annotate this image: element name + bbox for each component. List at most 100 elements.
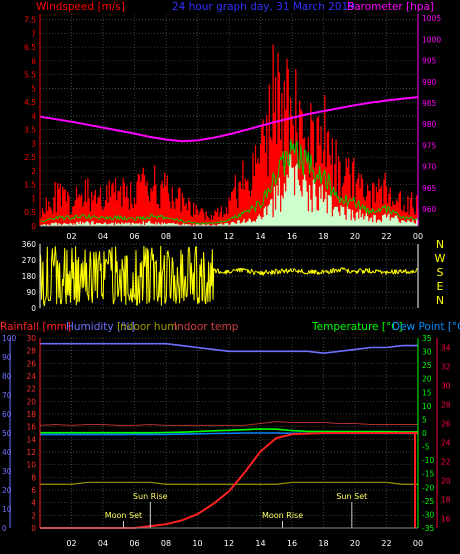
rain-tick-label: 10	[26, 461, 36, 470]
wind-tick-label: 2.5	[24, 153, 36, 162]
wind-tick-label: 1.5	[24, 181, 36, 190]
hour-tick-label: 22	[381, 232, 391, 241]
indoor-temp-tick-label: 16	[441, 515, 451, 524]
indoor-temp-tick-label: 32	[441, 363, 451, 372]
hour-tick-label: 16	[287, 232, 297, 241]
rain-tick-label: 14	[26, 435, 36, 444]
compass-label: E	[437, 280, 444, 293]
temperature-series	[40, 428, 418, 434]
temperature-tick-label: 35	[422, 334, 432, 343]
indoor-temp-tick-label: 26	[441, 420, 451, 429]
temperature-tick-label: 10	[422, 402, 432, 411]
wind-tick-label: 4.5	[24, 98, 36, 107]
hour-tick-label: 08	[161, 232, 171, 241]
series-layer	[39, 44, 419, 226]
hour-tick-label: 12	[224, 232, 234, 241]
hour-tick-label: 10	[192, 539, 202, 548]
rain-tick-label: 16	[26, 423, 36, 432]
hour-tick-label: 08	[161, 539, 171, 548]
indoor-temp-tick-label: 22	[441, 458, 451, 467]
temperature-tick-label: 30	[422, 348, 432, 357]
hour-tick-label: 16	[287, 539, 297, 548]
barometer-tick-label: 1005	[422, 14, 441, 23]
hour-tick-label: 04	[98, 539, 108, 548]
temperature-tick-label: 15	[422, 388, 432, 397]
temperature-tick-label: 20	[422, 375, 432, 384]
direction-tick-label: 0	[31, 304, 36, 313]
hour-tick-label: 20	[350, 539, 360, 548]
humidity-tick-label: 30	[2, 467, 12, 476]
event-label: Moon Rise	[262, 511, 303, 520]
barometer-tick-label: 1000	[422, 35, 441, 44]
grid	[40, 243, 419, 309]
direction-tick-label: 180	[22, 272, 37, 281]
indoor-temp-tick-label: 24	[441, 439, 451, 448]
rain-tick-label: 12	[26, 448, 36, 457]
compass-label: N	[436, 294, 444, 307]
wind-tick-label: 7.5	[24, 16, 36, 25]
humidity-axis-label: Humidity [%]	[66, 321, 135, 333]
wind-tick-label: 3	[31, 139, 36, 148]
temperature-tick-label: 25	[422, 361, 432, 370]
rain-tick-label: 28	[26, 347, 36, 356]
event-label: Sun Rise	[133, 492, 168, 501]
indoor-temp-tick-label: 28	[441, 401, 451, 410]
humidity-tick-label: 40	[2, 448, 12, 457]
rain-tick-label: 30	[26, 334, 36, 343]
barometer-tick-label: 965	[422, 184, 437, 193]
compass-label: N	[436, 238, 444, 251]
temperature-tick-label: -30	[422, 510, 434, 519]
barometer-axis-label: Barometer [hpa]	[347, 1, 434, 13]
direction-tick-label: 90	[26, 288, 36, 297]
humidity-tick-label: 70	[2, 391, 12, 400]
dew-point-axis-label: Dew Point [°C]	[392, 321, 460, 333]
direction-tick-label: 360	[22, 240, 37, 249]
hour-tick-label: 00	[413, 539, 423, 548]
indoor-temp-tick-label: 34	[441, 344, 451, 353]
humidity-tick-label: 90	[2, 353, 12, 362]
barometer-series	[39, 96, 419, 143]
indoor-temp-tick-label: 20	[441, 477, 451, 486]
wind-tick-label: 5.5	[24, 71, 36, 80]
chart-title: 24 hour graph day, 31 March 2019	[172, 1, 355, 13]
rain-tick-label: 2	[31, 511, 36, 520]
rain-tick-label: 6	[31, 486, 36, 495]
temperature-tick-label: -35	[422, 524, 434, 533]
hour-tick-label: 22	[381, 539, 391, 548]
wind-tick-label: 3.5	[24, 126, 36, 135]
indoor-temp-label: Indoor temp	[174, 321, 239, 333]
wind-average-series	[39, 138, 419, 225]
compass-label: W	[435, 252, 446, 265]
rainfall-axis-label: Rainfall [mm]	[0, 321, 71, 333]
humidity-tick-label: 20	[2, 486, 12, 495]
hour-tick-label: 14	[255, 232, 265, 241]
humidity-tick-label: 100	[2, 334, 17, 343]
barometer-tick-label: 995	[422, 57, 437, 66]
temperature-tick-label: -10	[422, 456, 434, 465]
wind-tick-label: 5	[31, 84, 36, 93]
wind-tick-label: 2	[31, 167, 36, 176]
humidity-tick-label: 80	[2, 372, 12, 381]
barometer-tick-label: 990	[422, 78, 437, 87]
rain-tick-label: 8	[31, 473, 36, 482]
direction-tick-label: 270	[22, 256, 37, 265]
wind-tick-label: 6	[31, 57, 36, 66]
wind-tick-label: 7	[31, 29, 36, 38]
wind-tick-label: 1	[31, 194, 36, 203]
barometer-tick-label: 985	[422, 99, 437, 108]
indoor-temp-tick-label: 30	[441, 382, 451, 391]
wind-tick-label: 0.5	[24, 208, 36, 217]
humidity-tick-label: 10	[2, 505, 12, 514]
rain-tick-label: 22	[26, 385, 36, 394]
compass-label: S	[437, 266, 444, 279]
barometer-tick-label: 970	[422, 163, 437, 172]
indoor-temp-tick-label: 18	[441, 496, 451, 505]
wind-tick-label: 4	[31, 112, 36, 121]
humidity-tick-label: 50	[2, 429, 12, 438]
barometer-tick-label: 980	[422, 120, 437, 129]
barometer-tick-label: 975	[422, 141, 437, 150]
hour-tick-label: 18	[318, 232, 328, 241]
